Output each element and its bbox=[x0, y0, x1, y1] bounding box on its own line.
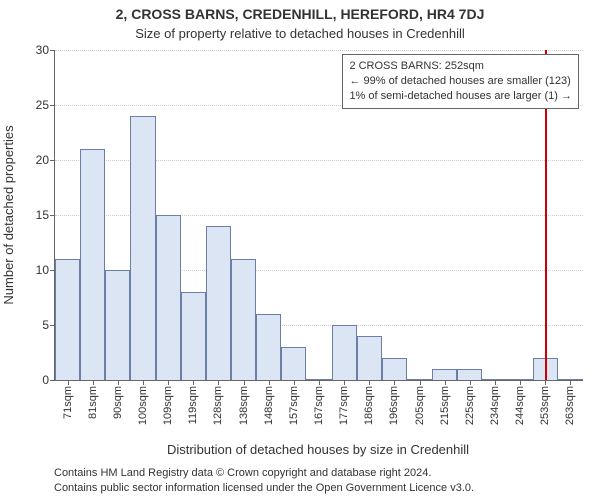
x-tick-label: 253sqm bbox=[539, 386, 551, 425]
histogram-bar bbox=[156, 215, 181, 380]
histogram-bar bbox=[407, 379, 432, 380]
x-tick bbox=[244, 380, 245, 385]
info-box: 2 CROSS BARNS: 252sqm← 99% of detached h… bbox=[342, 54, 579, 109]
histogram-bar bbox=[231, 259, 256, 380]
histogram-bar bbox=[256, 314, 281, 380]
y-tick-label: 30 bbox=[36, 43, 55, 57]
x-tick-label: 215sqm bbox=[439, 386, 451, 425]
histogram-bar bbox=[130, 116, 155, 380]
histogram-bar bbox=[181, 292, 206, 380]
figure-root: { "title": { "text": "2, CROSS BARNS, CR… bbox=[0, 0, 600, 500]
x-tick bbox=[520, 380, 521, 385]
footer-line: Contains HM Land Registry data © Crown c… bbox=[54, 466, 474, 481]
x-tick-label: 186sqm bbox=[363, 386, 375, 425]
x-tick bbox=[118, 380, 119, 385]
x-tick-label: 205sqm bbox=[414, 386, 426, 425]
histogram-bar bbox=[281, 347, 306, 380]
y-tick-label: 5 bbox=[42, 318, 55, 332]
x-tick-label: 128sqm bbox=[212, 386, 224, 425]
plot-area: 05101520253071sqm81sqm90sqm100sqm109sqm1… bbox=[54, 50, 583, 381]
x-tick bbox=[319, 380, 320, 385]
info-box-line: 1% of semi-detached houses are larger (1… bbox=[349, 89, 572, 104]
x-tick-label: 263sqm bbox=[564, 386, 576, 425]
x-tick-label: 244sqm bbox=[514, 386, 526, 425]
y-tick-label: 20 bbox=[36, 153, 55, 167]
x-tick bbox=[269, 380, 270, 385]
x-tick-label: 81sqm bbox=[87, 386, 99, 419]
x-tick bbox=[495, 380, 496, 385]
x-tick-label: 109sqm bbox=[162, 386, 174, 425]
x-tick bbox=[545, 380, 546, 385]
x-tick-label: 234sqm bbox=[489, 386, 501, 425]
x-tick-label: 167sqm bbox=[313, 386, 325, 425]
y-tick-label: 10 bbox=[36, 263, 55, 277]
histogram-bar bbox=[332, 325, 357, 380]
x-tick bbox=[369, 380, 370, 385]
x-tick bbox=[570, 380, 571, 385]
x-tick bbox=[68, 380, 69, 385]
x-tick-label: 119sqm bbox=[187, 386, 199, 424]
x-tick-label: 157sqm bbox=[288, 386, 300, 425]
info-box-line: ← 99% of detached houses are smaller (12… bbox=[349, 74, 572, 89]
histogram-bar bbox=[558, 379, 583, 380]
histogram-bar bbox=[80, 149, 105, 380]
histogram-bar bbox=[105, 270, 130, 380]
x-tick-label: 196sqm bbox=[388, 386, 400, 425]
x-tick bbox=[143, 380, 144, 385]
histogram-bar bbox=[432, 369, 457, 380]
histogram-bar bbox=[482, 379, 507, 380]
footer-attribution: Contains HM Land Registry data © Crown c… bbox=[54, 466, 474, 496]
y-tick-label: 25 bbox=[36, 98, 55, 112]
x-tick bbox=[420, 380, 421, 385]
y-tick-label: 15 bbox=[36, 208, 55, 222]
histogram-bar bbox=[306, 379, 331, 380]
x-axis-title: Distribution of detached houses by size … bbox=[54, 442, 582, 457]
x-tick-label: 177sqm bbox=[338, 386, 350, 425]
x-tick bbox=[218, 380, 219, 385]
y-axis-title: Number of detached properties bbox=[1, 125, 16, 304]
x-tick-label: 138sqm bbox=[238, 386, 250, 425]
info-box-line: 2 CROSS BARNS: 252sqm bbox=[349, 59, 572, 74]
x-tick bbox=[344, 380, 345, 385]
histogram-bar bbox=[508, 379, 533, 380]
chart-title: 2, CROSS BARNS, CREDENHILL, HEREFORD, HR… bbox=[0, 6, 600, 22]
histogram-bar bbox=[457, 369, 482, 380]
x-tick bbox=[470, 380, 471, 385]
footer-line: Contains public sector information licen… bbox=[54, 481, 474, 496]
histogram-bar bbox=[382, 358, 407, 380]
x-tick bbox=[294, 380, 295, 385]
x-tick bbox=[193, 380, 194, 385]
x-tick-label: 100sqm bbox=[137, 386, 149, 425]
chart-subtitle: Size of property relative to detached ho… bbox=[0, 26, 600, 41]
histogram-bar bbox=[55, 259, 80, 380]
x-tick-label: 71sqm bbox=[62, 386, 74, 419]
x-tick bbox=[168, 380, 169, 385]
x-tick-label: 148sqm bbox=[263, 386, 275, 425]
histogram-bar bbox=[206, 226, 231, 380]
x-tick bbox=[394, 380, 395, 385]
histogram-bar bbox=[357, 336, 382, 380]
y-gridline bbox=[55, 50, 583, 51]
y-tick-label: 0 bbox=[42, 373, 55, 387]
x-tick-label: 225sqm bbox=[464, 386, 476, 425]
x-tick bbox=[445, 380, 446, 385]
x-tick bbox=[93, 380, 94, 385]
x-tick-label: 90sqm bbox=[112, 386, 124, 419]
